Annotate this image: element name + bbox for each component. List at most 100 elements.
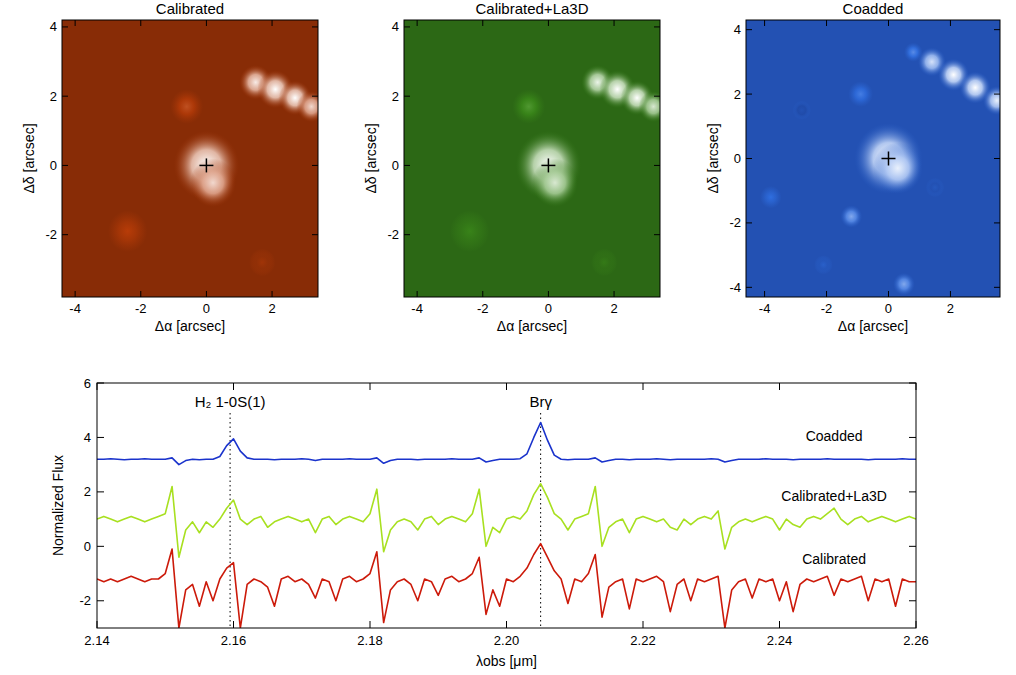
x-axis-label: Δα [arcsec] bbox=[497, 318, 567, 334]
x-tick bbox=[643, 621, 644, 628]
x-tick bbox=[614, 20, 615, 26]
x-tick bbox=[482, 20, 483, 26]
x-tick bbox=[206, 20, 207, 26]
y-tick bbox=[62, 165, 68, 166]
annotation: Brγ bbox=[529, 393, 552, 410]
source bbox=[591, 249, 617, 277]
y-tick bbox=[909, 600, 916, 601]
y-tick-label: 0 bbox=[392, 158, 399, 173]
image bbox=[62, 20, 318, 297]
x-tick bbox=[97, 621, 98, 628]
x-tick-label: 0 bbox=[545, 301, 552, 316]
x-tick-label: 2 bbox=[947, 301, 954, 316]
series-label: Calibrated+La3D bbox=[781, 488, 886, 504]
series-line bbox=[97, 422, 916, 464]
annotation-line bbox=[540, 413, 541, 628]
x-tick-label: -2 bbox=[477, 301, 489, 316]
x-tick bbox=[764, 291, 765, 297]
source bbox=[639, 91, 660, 122]
y-tick bbox=[909, 437, 916, 438]
source bbox=[450, 210, 489, 252]
y-tick bbox=[404, 96, 410, 97]
y-tick bbox=[404, 165, 410, 166]
x-tick bbox=[888, 20, 889, 26]
image bbox=[746, 20, 1000, 297]
series-label: Calibrated bbox=[802, 551, 866, 567]
source bbox=[792, 101, 811, 120]
y-tick bbox=[909, 546, 916, 547]
x-tick bbox=[417, 20, 418, 26]
source bbox=[840, 205, 862, 228]
x-tick-label: 2.26 bbox=[903, 633, 928, 648]
x-tick bbox=[272, 20, 273, 26]
y-axis-label: Δδ [arcsec] bbox=[363, 123, 379, 193]
figure: -4 -2 0 2 -2 0 2 4 Calibrated Δα [arcsec] Δδ [arcs… bbox=[0, 0, 1016, 675]
x-tick bbox=[272, 291, 273, 297]
y-tick-label: 0 bbox=[50, 158, 57, 173]
title: Calibrated+La3D bbox=[476, 0, 589, 17]
x-tick bbox=[614, 291, 615, 297]
source bbox=[814, 255, 833, 274]
x-tick-label: -4 bbox=[411, 301, 423, 316]
x-tick bbox=[643, 383, 644, 390]
source bbox=[760, 186, 782, 209]
y-tick bbox=[654, 165, 660, 166]
y-tick bbox=[97, 383, 104, 384]
x-tick-label: 2 bbox=[610, 301, 617, 316]
x-tick bbox=[506, 383, 507, 390]
y-tick-label: -2 bbox=[729, 215, 741, 230]
image bbox=[404, 20, 660, 297]
y-tick bbox=[312, 234, 318, 235]
y-tick-label: 0 bbox=[734, 151, 741, 166]
y-tick bbox=[746, 287, 752, 288]
frame bbox=[97, 383, 916, 628]
x-tick bbox=[916, 383, 917, 390]
frame bbox=[746, 20, 1000, 297]
x-tick bbox=[950, 291, 951, 297]
annotation-line bbox=[230, 413, 231, 628]
plot-area bbox=[97, 413, 916, 628]
source bbox=[983, 86, 1000, 115]
y-tick-label: 4 bbox=[392, 19, 399, 34]
y-tick bbox=[746, 222, 752, 223]
y-axis-label: Normalized Flux bbox=[50, 455, 66, 556]
y-tick-label: 4 bbox=[734, 22, 741, 37]
source bbox=[249, 249, 275, 277]
source bbox=[297, 91, 318, 122]
x-tick bbox=[764, 20, 765, 26]
x-tick bbox=[75, 20, 76, 26]
x-tick-label: 2.24 bbox=[767, 633, 792, 648]
y-tick-label: -2 bbox=[45, 227, 57, 242]
y-tick-label: 6 bbox=[84, 376, 91, 391]
x-tick-label: 2.20 bbox=[494, 633, 519, 648]
y-tick bbox=[404, 234, 410, 235]
x-tick-label: -2 bbox=[821, 301, 833, 316]
y-tick-label: -4 bbox=[729, 280, 741, 295]
x-tick bbox=[888, 291, 889, 297]
y-tick bbox=[654, 26, 660, 27]
x-tick-label: 2.18 bbox=[357, 633, 382, 648]
y-tick bbox=[994, 94, 1000, 95]
y-tick bbox=[97, 491, 104, 492]
x-tick-label: 2.14 bbox=[84, 633, 109, 648]
y-tick-label: -2 bbox=[387, 227, 399, 242]
cross bbox=[888, 152, 890, 166]
x-tick-label: -4 bbox=[759, 301, 771, 316]
y-tick-label: 2 bbox=[392, 89, 399, 104]
x-tick bbox=[548, 20, 549, 26]
image-background bbox=[62, 20, 318, 297]
source bbox=[190, 159, 236, 207]
source bbox=[108, 210, 147, 252]
series-line bbox=[97, 544, 916, 628]
title: Calibrated bbox=[156, 0, 224, 17]
x-axis-label: λobs [μm] bbox=[476, 653, 537, 669]
series-label: Coadded bbox=[806, 428, 863, 444]
source bbox=[893, 273, 915, 296]
x-tick bbox=[826, 20, 827, 26]
x-tick bbox=[548, 291, 549, 297]
y-tick bbox=[62, 26, 68, 27]
x-tick bbox=[779, 383, 780, 390]
x-tick bbox=[97, 383, 98, 390]
source bbox=[170, 89, 203, 124]
y-tick bbox=[312, 26, 318, 27]
